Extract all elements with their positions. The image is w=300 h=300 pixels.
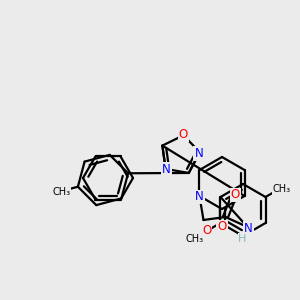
Text: O: O: [218, 220, 226, 233]
Text: H: H: [238, 234, 247, 244]
Text: N: N: [194, 147, 203, 160]
Text: CH₃: CH₃: [52, 187, 70, 197]
Text: N: N: [195, 190, 204, 203]
Text: CH₃: CH₃: [185, 234, 204, 244]
Text: CH₃: CH₃: [272, 184, 290, 194]
Text: N: N: [244, 221, 253, 235]
Text: O: O: [202, 224, 211, 238]
Text: O: O: [231, 188, 240, 202]
Text: O: O: [179, 128, 188, 141]
Text: N: N: [162, 164, 171, 176]
